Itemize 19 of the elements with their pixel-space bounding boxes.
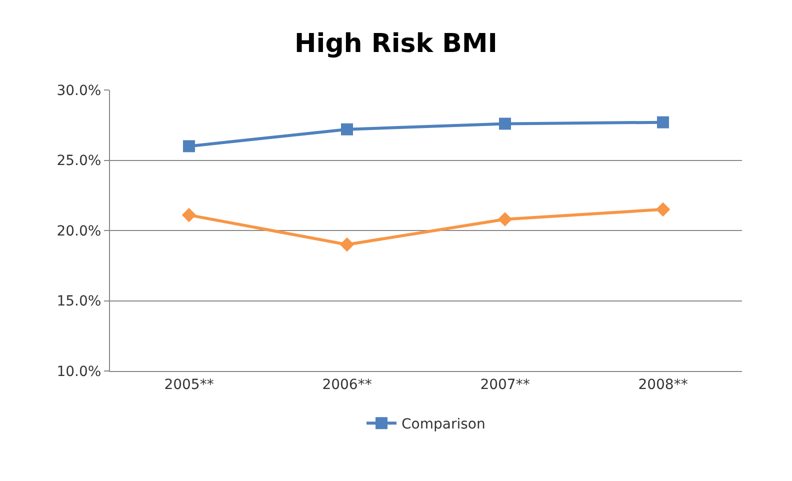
point bbox=[657, 116, 669, 128]
x-tick-label: 2005** bbox=[164, 376, 214, 393]
point bbox=[341, 123, 353, 136]
y-tick-label: 20.0% bbox=[56, 223, 102, 240]
point bbox=[183, 140, 195, 152]
point bbox=[340, 237, 354, 252]
point bbox=[498, 212, 512, 226]
chart-title: High Risk BMI bbox=[294, 28, 498, 59]
x-tick-label: 2007** bbox=[480, 376, 530, 393]
y-tick-label: 25.0% bbox=[56, 153, 102, 170]
x-tick-label: 2006** bbox=[322, 376, 372, 393]
point bbox=[656, 202, 670, 217]
x-tick-label: 2008** bbox=[638, 376, 688, 393]
point bbox=[499, 118, 511, 130]
y-tick-label: 30.0% bbox=[56, 82, 102, 99]
point bbox=[182, 208, 196, 222]
y-tick-label: 10.0% bbox=[56, 364, 102, 380]
legend-label: Comparison bbox=[402, 416, 486, 433]
y-tick-label: 15.0% bbox=[56, 294, 102, 310]
